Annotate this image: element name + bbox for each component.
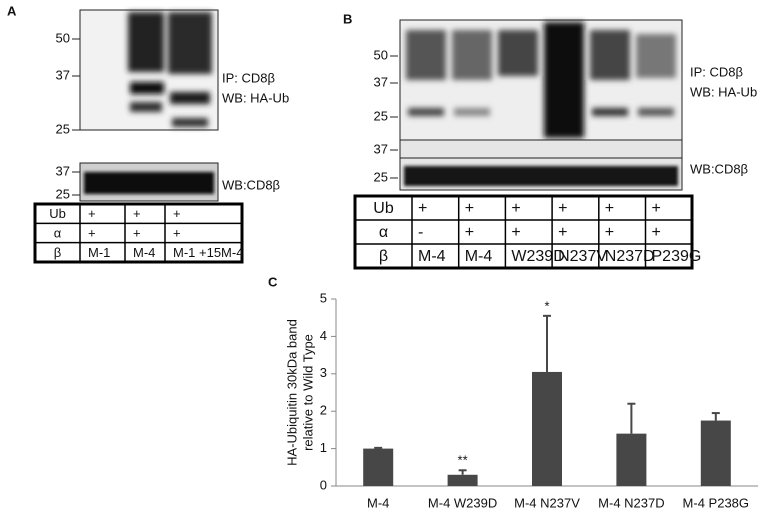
table-cell: +: [605, 200, 614, 217]
panel-label: A: [7, 3, 17, 18]
table-border: [353, 194, 694, 270]
x-tick-label: M-4 N237V: [514, 495, 580, 510]
table-cell: Ub: [373, 200, 394, 217]
y-axis-label: relative to Wild Type: [300, 334, 315, 451]
y-tick-label: 5: [320, 290, 327, 305]
ip-label: IP: CD8β: [222, 70, 275, 85]
significance: **: [458, 453, 468, 468]
marker-label: 25: [374, 108, 388, 123]
y-axis-label: HA-Ubiquitin 30kDa band: [284, 319, 299, 466]
bar: [700, 420, 731, 486]
y-tick-label: 0: [320, 477, 327, 492]
y-tick-label: 2: [320, 403, 327, 418]
wb-lower-label: WB:CD8β: [222, 177, 280, 192]
table-cell: M-4: [133, 245, 155, 260]
marker-label: 25: [374, 169, 388, 184]
table-cell: Ub: [49, 206, 66, 221]
table-cell: +: [133, 225, 141, 240]
marker-label: 25: [56, 186, 70, 201]
significance: *: [544, 298, 549, 313]
blot-a-upper: [79, 9, 219, 131]
table-cell: +: [418, 200, 427, 217]
bar: [447, 474, 478, 486]
table-cell: +: [173, 225, 181, 240]
marker-label: 37: [374, 74, 388, 89]
wb-label: WB: HA-Ub: [690, 84, 757, 99]
marker-label: 37: [56, 67, 70, 82]
table-cell: +: [133, 206, 141, 221]
x-tick-label: M-4: [367, 495, 389, 510]
marker-label: 37: [56, 163, 70, 178]
blot-b-upper: [399, 19, 683, 141]
table-cell: +: [465, 224, 474, 241]
marker-label: 50: [56, 30, 70, 45]
table-border: [33, 202, 244, 264]
table-cell: -: [418, 224, 423, 241]
table-cell: +: [652, 200, 661, 217]
table-cell: M-1 +15M-4: [173, 245, 243, 260]
x-tick-label: M-4 P238G: [683, 495, 749, 510]
y-tick-label: 3: [320, 365, 327, 380]
bar: [616, 433, 647, 486]
table-cell: +: [88, 206, 96, 221]
table-cell: +: [465, 200, 474, 217]
table-cell: +: [605, 224, 614, 241]
marker-label: 50: [374, 47, 388, 62]
panel-label: B: [343, 11, 352, 26]
table-cell: α: [54, 225, 62, 240]
panel-label: C: [268, 274, 278, 289]
table-cell: N237V: [558, 248, 607, 265]
table-cell: +: [558, 200, 567, 217]
table-cell: W239D: [511, 248, 564, 265]
bar: [532, 371, 562, 486]
wb-label: WB: HA-Ub: [222, 90, 289, 105]
blot-a-lower: [79, 162, 219, 202]
marker-label: 37: [374, 141, 388, 156]
table-cell: +: [173, 206, 181, 221]
table-cell: +: [652, 224, 661, 241]
table-cell: M-4: [465, 248, 493, 265]
table-cell: β: [54, 245, 61, 260]
blot-b-lower: [399, 139, 683, 191]
table-cell: +: [511, 224, 520, 241]
marker-label: 25: [56, 121, 70, 136]
bar: [363, 448, 394, 486]
x-tick-label: M-4 W239D: [428, 495, 497, 510]
table-cell: β: [379, 248, 388, 265]
ip-label: IP: CD8β: [690, 64, 743, 79]
y-tick-label: 4: [320, 328, 327, 343]
table-cell: α: [379, 224, 388, 241]
table-cell: +: [88, 225, 96, 240]
wb-lower-label: WB:CD8β: [690, 161, 748, 176]
table-cell: M-1: [88, 245, 110, 260]
table-cell: P239G: [652, 248, 702, 265]
table-cell: +: [558, 224, 567, 241]
table-cell: N237D: [605, 248, 655, 265]
table-cell: +: [511, 200, 520, 217]
table-cell: M-4: [418, 248, 446, 265]
y-tick-label: 1: [320, 440, 327, 455]
x-tick-label: M-4 N237D: [598, 495, 664, 510]
